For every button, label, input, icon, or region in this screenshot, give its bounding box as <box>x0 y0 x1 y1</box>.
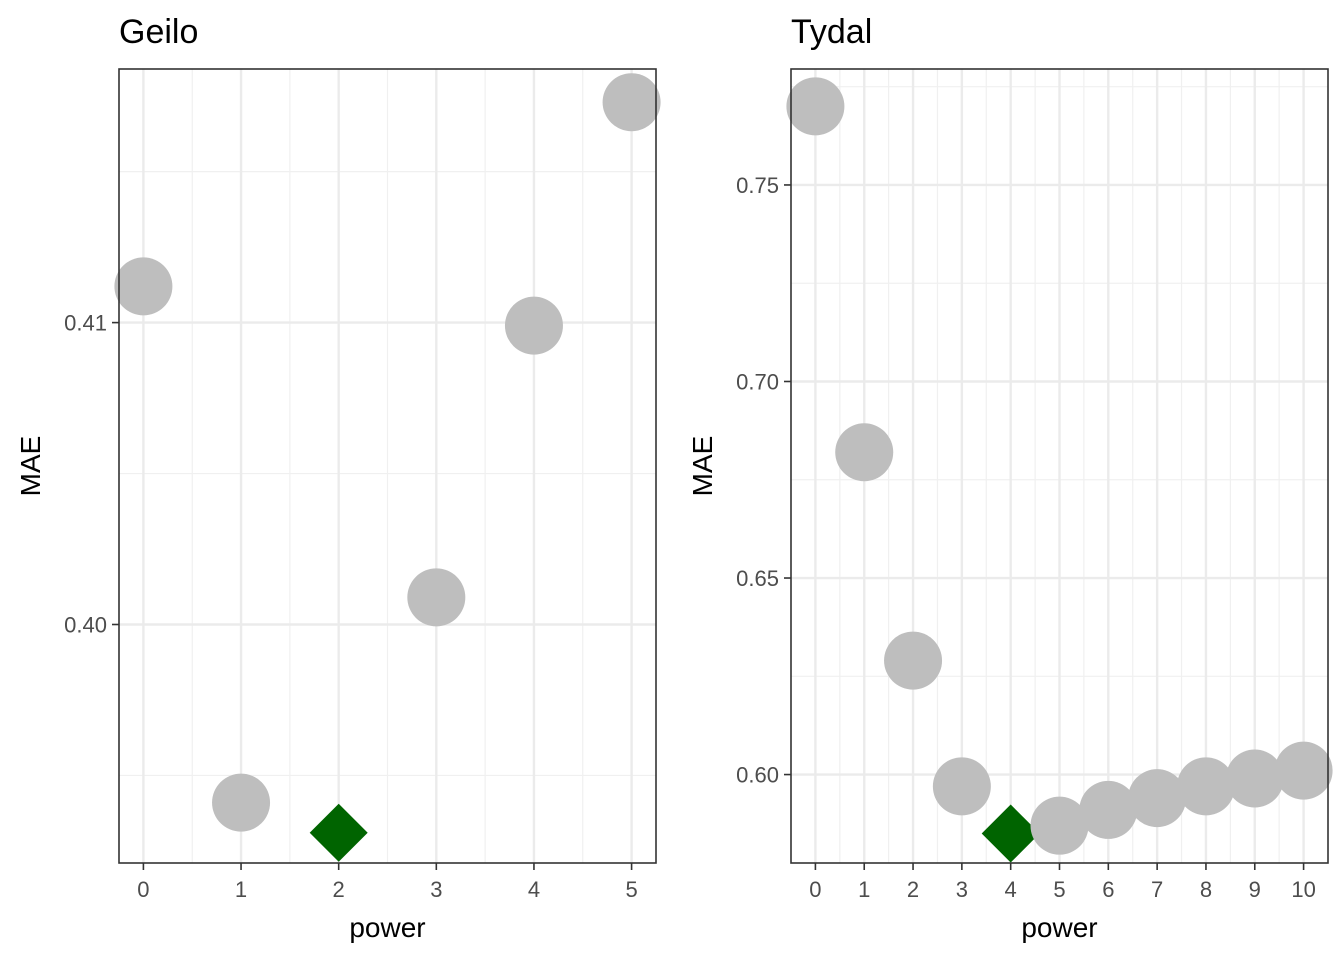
x-tick-label: 1 <box>235 877 247 902</box>
x-axis-title: power <box>1021 912 1097 943</box>
data-point <box>212 773 271 832</box>
x-tick-label: 0 <box>137 877 149 902</box>
data-point <box>884 631 943 690</box>
y-axis-title: MAE <box>15 436 46 497</box>
panel-title: Tydal <box>791 13 872 51</box>
panel-border <box>118 68 657 864</box>
data-point <box>114 257 173 316</box>
data-point <box>1176 757 1235 816</box>
data-point <box>786 77 845 136</box>
data-point <box>1274 741 1333 800</box>
x-tick-label: 2 <box>907 877 919 902</box>
x-tick-label: 10 <box>1291 877 1315 902</box>
x-tick-label: 3 <box>956 877 968 902</box>
y-tick-label: 0.60 <box>736 763 779 788</box>
data-point <box>835 423 894 482</box>
x-tick-label: 4 <box>528 877 540 902</box>
panel-geilo: 0 1 2 3 4 5 0.40 0.41 Geilo power MAE <box>15 13 661 943</box>
y-tick-label: 0.65 <box>736 566 779 591</box>
data-point <box>602 73 661 132</box>
data-point <box>932 757 991 816</box>
panel-title: Geilo <box>119 13 198 51</box>
y-tick-label: 0.70 <box>736 369 779 394</box>
y-axis-title: MAE <box>687 436 718 497</box>
y-tick-label: 0.75 <box>736 173 779 198</box>
x-tick-label: 8 <box>1200 877 1212 902</box>
data-point <box>1225 749 1284 808</box>
x-tick-label: 5 <box>1053 877 1065 902</box>
data-point <box>1079 780 1138 839</box>
x-tick-label: 4 <box>1005 877 1017 902</box>
x-tick-label: 3 <box>430 877 442 902</box>
x-tick-label: 1 <box>858 877 870 902</box>
y-tick-label: 0.40 <box>64 612 107 637</box>
data-point <box>1128 769 1187 828</box>
x-tick-label: 0 <box>809 877 821 902</box>
x-tick-label: 9 <box>1249 877 1261 902</box>
best-point-marker <box>309 803 368 862</box>
data-point <box>504 296 563 355</box>
best-point-marker <box>981 804 1040 863</box>
x-axis-title: power <box>349 912 425 943</box>
x-tick-label: 7 <box>1151 877 1163 902</box>
x-tick-label: 2 <box>333 877 345 902</box>
x-tick-label: 6 <box>1102 877 1114 902</box>
data-point <box>407 568 466 627</box>
data-point <box>1030 796 1089 855</box>
panel-tydal: 0 1 2 3 4 5 6 7 8 9 10 0.60 0.65 0.70 0.75 Tydal power MA… <box>687 13 1333 943</box>
x-tick-label: 5 <box>625 877 637 902</box>
y-tick-label: 0.41 <box>64 311 107 336</box>
